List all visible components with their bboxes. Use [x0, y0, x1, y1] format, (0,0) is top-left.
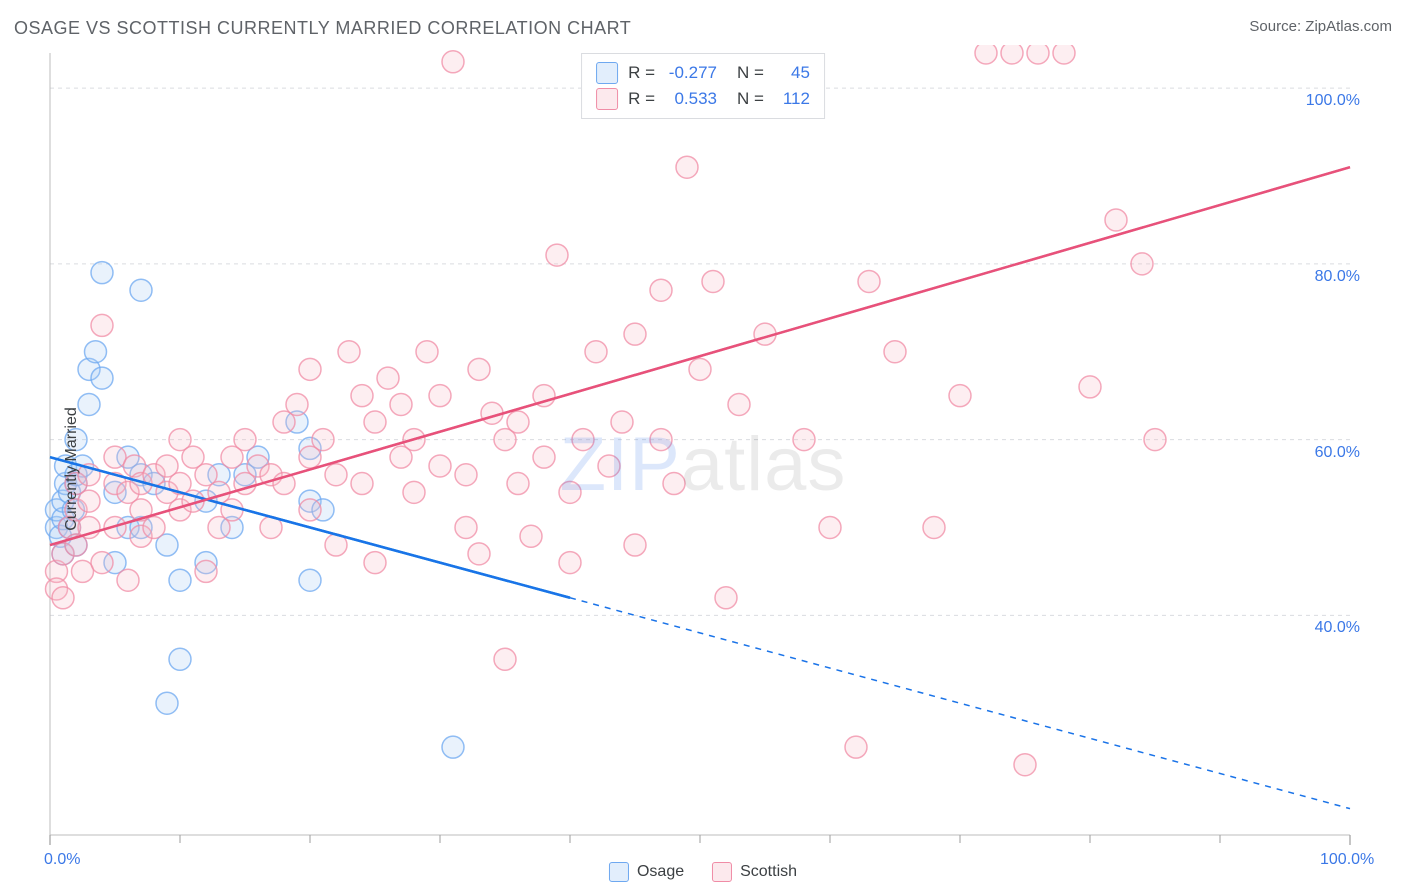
chart-title: OSAGE VS SCOTTISH CURRENTLY MARRIED CORR… [14, 18, 631, 39]
legend-swatch [596, 88, 618, 110]
stat-r-value: 0.533 [665, 86, 717, 112]
x-tick-label: 100.0% [1320, 851, 1374, 869]
legend-bottom: Osage Scottish [609, 862, 797, 882]
legend-swatch [609, 862, 629, 882]
stat-n-label: N = [737, 86, 764, 112]
legend-label: Osage [637, 863, 684, 880]
legend-stats-box: R = -0.277 N = 45 R = 0.533 N = 112 [581, 53, 825, 119]
legend-stat-row: R = 0.533 N = 112 [596, 86, 810, 112]
y-tick-label: 60.0% [1315, 444, 1360, 462]
stat-r-label: R = [628, 86, 655, 112]
source-label: Source: [1249, 18, 1301, 35]
legend-stat-row: R = -0.277 N = 45 [596, 60, 810, 86]
stat-n-value: 112 [774, 86, 810, 112]
legend-item: Osage [609, 862, 684, 882]
source-credit: Source: ZipAtlas.com [1249, 18, 1392, 35]
chart-container: OSAGE VS SCOTTISH CURRENTLY MARRIED CORR… [0, 0, 1406, 892]
y-tick-label: 80.0% [1315, 268, 1360, 286]
source-link[interactable]: ZipAtlas.com [1305, 18, 1392, 35]
stat-r-value: -0.277 [665, 60, 717, 86]
y-axis-label: Currently Married [63, 407, 81, 531]
y-tick-label: 100.0% [1306, 92, 1360, 110]
legend-swatch [712, 862, 732, 882]
x-tick-label: 0.0% [44, 851, 80, 869]
legend-item: Scottish [712, 862, 797, 882]
legend-label: Scottish [740, 863, 797, 880]
stat-n-value: 45 [774, 60, 810, 86]
plot-svg [0, 45, 1406, 892]
y-tick-label: 40.0% [1315, 619, 1360, 637]
chart-area: Currently Married ZIPatlas R =-0.277N =4… [0, 45, 1406, 892]
legend-swatch [596, 62, 618, 84]
stat-r-label: R = [628, 60, 655, 86]
stat-n-label: N = [737, 60, 764, 86]
